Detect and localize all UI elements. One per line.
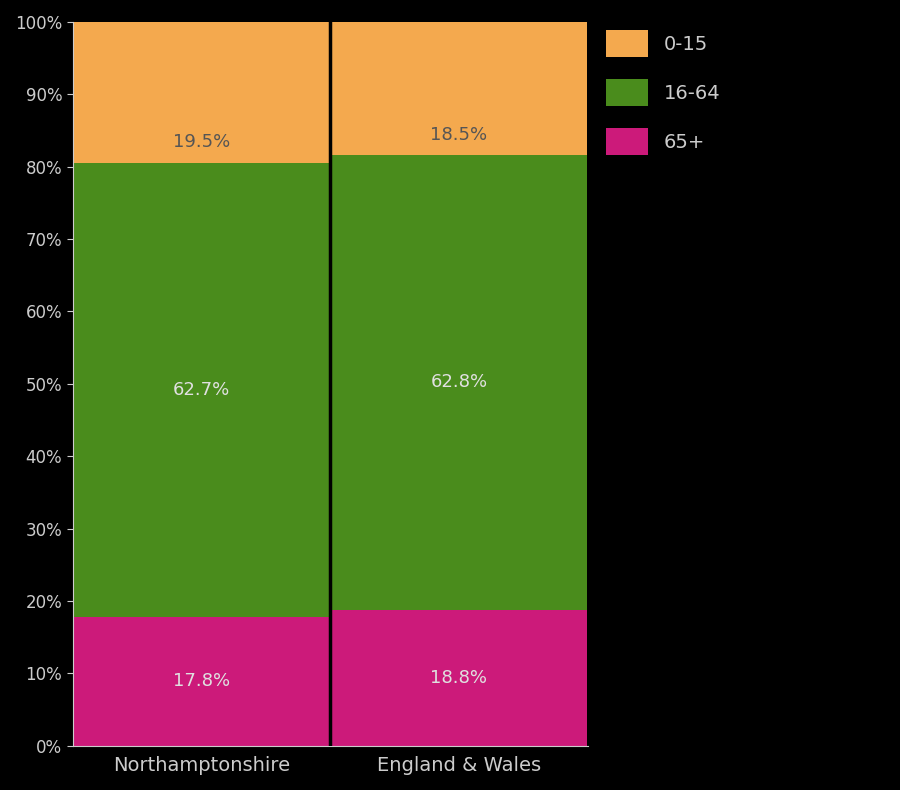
Text: 18.5%: 18.5% [430, 126, 488, 144]
Text: 62.7%: 62.7% [173, 381, 230, 399]
Bar [73, 617, 329, 746]
Bar [330, 610, 587, 746]
Text: 62.8%: 62.8% [430, 374, 488, 391]
Bar [73, 22, 329, 163]
Text: 17.8%: 17.8% [173, 672, 230, 690]
Legend: 0-15, 16-64, 65+: 0-15, 16-64, 65+ [598, 22, 728, 163]
Bar [330, 155, 587, 610]
Text: 19.5%: 19.5% [173, 133, 230, 151]
Bar [73, 163, 329, 617]
Text: 18.8%: 18.8% [430, 668, 487, 687]
Bar [330, 21, 587, 155]
